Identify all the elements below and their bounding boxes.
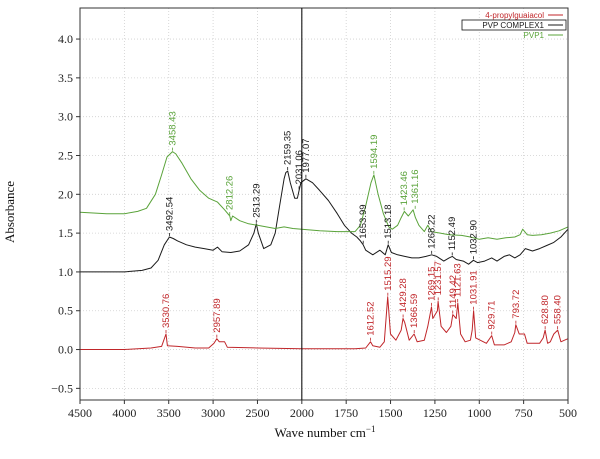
x-tick-label: 2000 (290, 406, 314, 420)
y-tick-label: 1.0 (58, 265, 73, 279)
peak-label: 793.72 (511, 290, 522, 319)
y-tick-label: 4.0 (58, 32, 73, 46)
series-line-1 (80, 170, 569, 273)
y-tick-label: 1.5 (58, 226, 73, 240)
x-tick-label: 500 (559, 406, 577, 420)
y-tick-label: 0.0 (58, 343, 73, 357)
legend-label: 4-propylguaiacol (485, 11, 544, 20)
peak-label: 1231.57 (433, 261, 444, 295)
y-tick-label: 3.0 (58, 110, 73, 124)
y-tick-label: 0.5 (58, 304, 73, 318)
grid (79, 8, 569, 400)
peak-label: 3458.43 (167, 111, 178, 145)
peak-label: 3530.76 (161, 294, 172, 328)
series-line-2 (79, 151, 569, 240)
peak-label: 1269.15 (427, 267, 438, 301)
peak-label: 1612.52 (366, 301, 377, 335)
peak-label: 1653.99 (358, 204, 369, 238)
peak-label: 1515.29 (383, 256, 394, 290)
peak-label: 2957.89 (212, 298, 223, 332)
peak-label: 628.80 (540, 295, 551, 324)
x-tick-label: 4500 (68, 406, 92, 420)
peak-label: 3492.54 (164, 197, 175, 231)
x-tick-label: 1000 (467, 406, 491, 420)
axes: 4500 4000 3500 3000 2500 2000 1750 1500 1250 1000… (51, 7, 577, 420)
peak-label: 1977.07 (301, 138, 312, 172)
x-tick-label: 1250 (423, 406, 447, 420)
x-axis-title: Wave number cm−1 (275, 424, 376, 440)
peak-label: 1594.19 (369, 135, 380, 169)
peak-label: 1513.18 (383, 204, 394, 238)
peak-label: 1429.28 (398, 278, 409, 312)
peak-label: 2513.29 (251, 183, 262, 217)
peak-label: 1423.46 (399, 171, 410, 205)
legend-label: PVP COMPLEX1 (482, 21, 544, 30)
x-tick-label: 2500 (245, 406, 269, 420)
series-line-0 (80, 296, 569, 350)
peak-label: 1268.22 (427, 214, 438, 248)
peak-label: 1152.49 (447, 217, 458, 251)
x-tick-label: 750 (515, 406, 533, 420)
y-tick-label: 2.0 (58, 187, 73, 201)
x-tick-label: 3000 (201, 406, 225, 420)
x-tick-label: 1750 (334, 406, 358, 420)
legend-label: PVP1 (524, 31, 545, 40)
peak-label: 2159.35 (283, 131, 294, 165)
peak-label: 2031.06 (294, 150, 305, 184)
y-tick-label: 3.5 (58, 71, 73, 85)
peak-label: 1032.90 (468, 220, 479, 254)
peak-label: 1366.59 (409, 294, 420, 328)
peak-label: 929.71 (487, 301, 498, 330)
legend-box (461, 19, 567, 31)
x-tick-label: 4000 (112, 406, 136, 420)
peak-label: 1031.91 (469, 270, 480, 304)
peak-label: 2812.26 (225, 176, 236, 210)
y-tick-label: −0.5 (51, 381, 73, 395)
peak-label: 1149.42 (448, 275, 459, 309)
x-tick-label: 3500 (157, 406, 181, 420)
peak-label: 558.40 (553, 295, 564, 324)
peak-label: 1361.16 (410, 169, 421, 203)
plot-frame (79, 7, 569, 401)
y-axis-title: Absorbance (2, 181, 17, 243)
peak-label: 1121.63 (453, 263, 464, 297)
x-tick-label: 1500 (379, 406, 403, 420)
y-tick-label: 2.5 (58, 148, 73, 162)
series-lines (79, 151, 569, 350)
peak-annotations: 3530.76 2957.89 1612.52 1515.29 1429.28 1366.… (161, 111, 564, 341)
